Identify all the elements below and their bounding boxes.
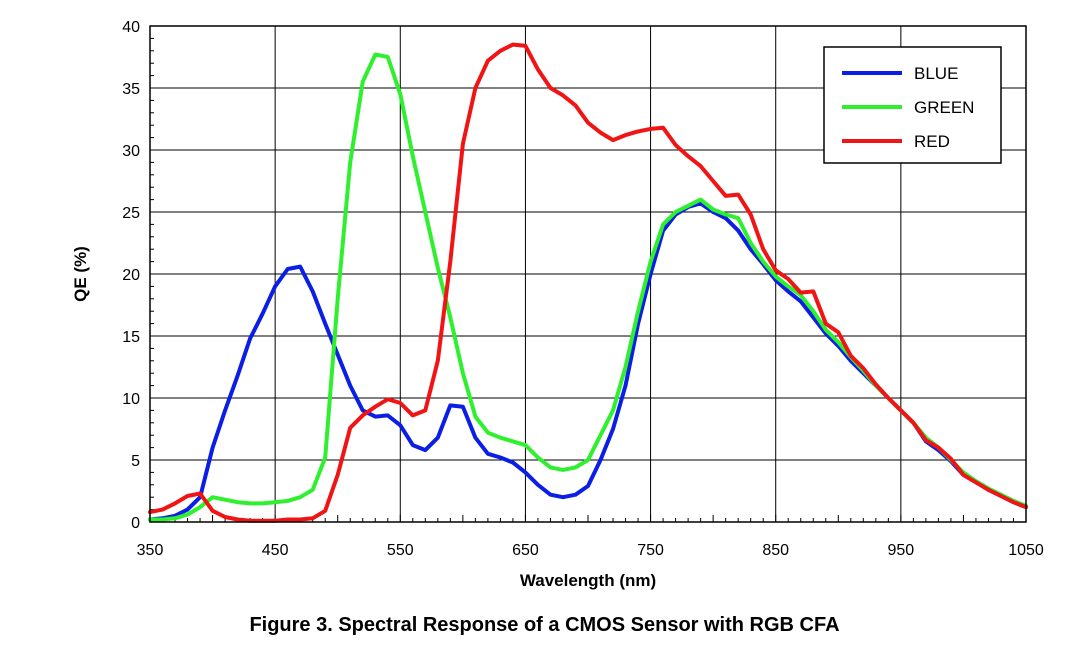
x-tick-label: 550	[387, 542, 414, 559]
series-line-blue	[148, 201, 1028, 522]
y-tick-label: 10	[122, 391, 140, 408]
series-lines	[148, 42, 1028, 523]
y-tick-label: 0	[131, 515, 140, 532]
y-tick-label: 5	[131, 453, 140, 470]
series-line-red	[148, 42, 1028, 523]
y-tick-label: 30	[122, 143, 140, 160]
x-tick-label: 450	[262, 542, 289, 559]
x-tick-label: 650	[512, 542, 539, 559]
x-tick-label: 350	[137, 542, 164, 559]
y-tick-label: 25	[122, 205, 140, 222]
legend-label-blue: BLUE	[914, 64, 958, 83]
y-tick-label: 20	[122, 267, 140, 284]
x-tick-label: 1050	[1008, 542, 1044, 559]
y-tick-labels: 0 5 10 15 20 25 30 35 40	[122, 19, 140, 532]
y-tick-label: 15	[122, 329, 140, 346]
plot-frame	[149, 25, 1027, 523]
x-axis-title: Wavelength (nm)	[520, 571, 656, 590]
x-tick-labels: 350 450 550 650 750 850 950 1050	[137, 542, 1044, 559]
y-tick-label: 40	[122, 19, 140, 36]
y-axis-title: QE (%)	[71, 246, 90, 302]
legend-label-green: GREEN	[914, 98, 974, 117]
legend-label-red: RED	[914, 132, 950, 151]
x-tick-label: 850	[762, 542, 789, 559]
x-tick-label: 750	[637, 542, 664, 559]
figure-caption: Figure 3. Spectral Response of a CMOS Se…	[249, 614, 840, 636]
x-tick-label: 950	[888, 542, 915, 559]
legend: BLUE GREEN RED	[823, 46, 1002, 164]
y-tick-label: 35	[122, 81, 140, 98]
